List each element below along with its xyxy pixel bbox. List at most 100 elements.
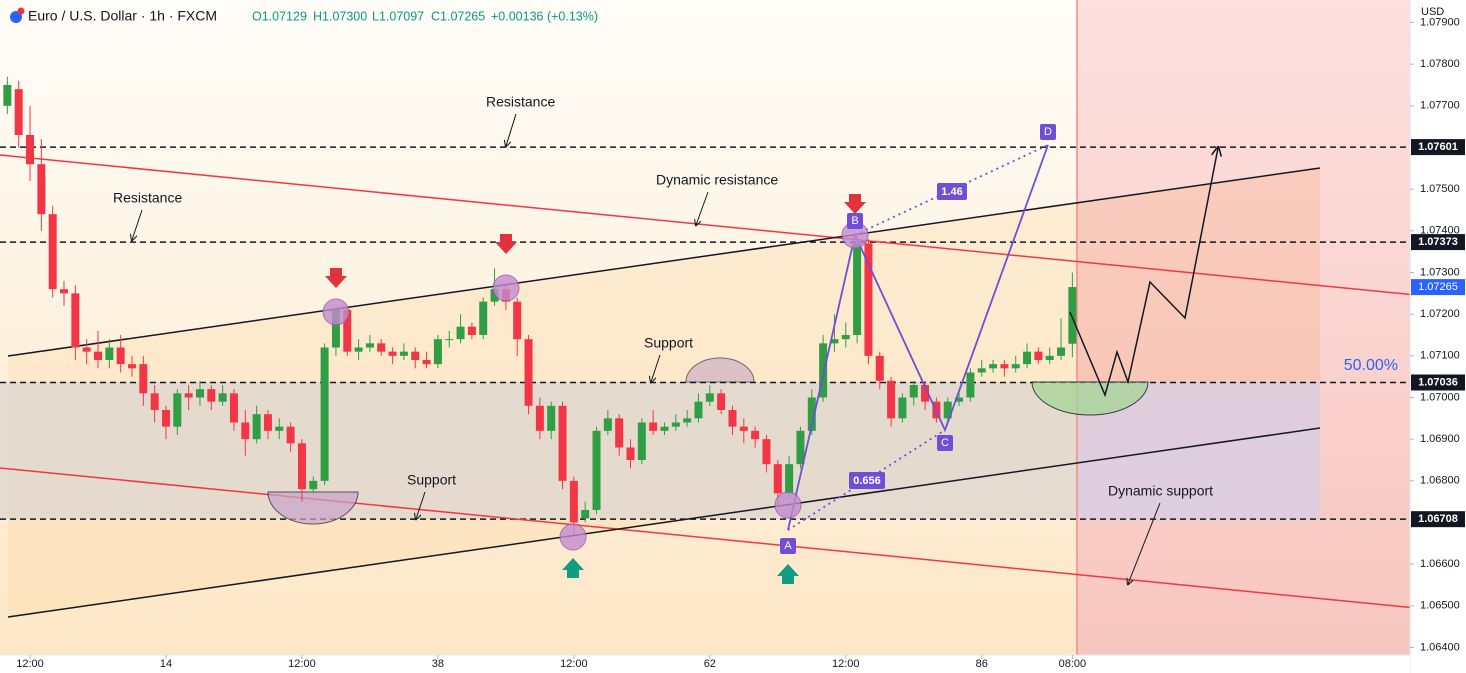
- y-tick-label: 1.07500: [1420, 183, 1460, 195]
- pivot: [322, 298, 350, 326]
- candle-body: [3, 85, 12, 106]
- candle-body: [411, 351, 420, 360]
- ratio-line: [787, 429, 946, 531]
- y-tick-label: 1.07700: [1420, 100, 1460, 112]
- candle-body: [977, 368, 986, 373]
- candle-body: [728, 410, 737, 427]
- candle-body: [139, 364, 148, 394]
- candle-body: [853, 243, 862, 335]
- x-tick-label: 12:00: [560, 658, 588, 670]
- arc: [267, 491, 359, 525]
- candle-body: [1045, 355, 1054, 360]
- candle-body: [127, 364, 136, 369]
- price-axis: [1410, 0, 1466, 673]
- level-tag: [1411, 511, 1465, 528]
- candle-body: [195, 389, 204, 398]
- candle-body: [717, 393, 726, 410]
- arc: [685, 357, 755, 383]
- candle-body: [558, 405, 567, 481]
- ohlc: L1.07097: [372, 9, 424, 23]
- candle-body: [309, 480, 318, 490]
- candle-body: [966, 372, 975, 398]
- candle-body: [524, 339, 533, 406]
- pivot: [559, 523, 587, 551]
- candle-body: [354, 347, 363, 352]
- candle-body: [433, 339, 442, 365]
- y-tick-label: 1.07100: [1420, 350, 1460, 362]
- y-tick-label: 1.06600: [1420, 558, 1460, 570]
- candle-body: [615, 418, 624, 448]
- candle-body: [365, 343, 374, 348]
- candle-body: [26, 135, 35, 165]
- candle-body: [1011, 364, 1020, 369]
- candle-body: [297, 443, 306, 490]
- time-axis: [0, 655, 1410, 673]
- ohlc: H1.07300: [313, 9, 367, 23]
- candle-body: [955, 397, 964, 402]
- candle-body: [739, 426, 748, 431]
- pivot: [492, 274, 520, 302]
- candle-body: [1023, 351, 1032, 365]
- axes: 1.06400 1.06500 1.06600 1.06800 1.06900 1.070…: [16, 16, 1465, 670]
- candle-body: [422, 360, 431, 365]
- label-box: [1040, 124, 1056, 140]
- y-tick-label: 1.07800: [1420, 58, 1460, 70]
- forecast-path: [1069, 148, 1218, 398]
- arrow-down: [844, 194, 866, 214]
- arrow-down: [495, 234, 517, 254]
- fib-label: 50.00%: [1344, 357, 1398, 374]
- candle-body: [513, 301, 522, 340]
- pattern-label: A: [784, 540, 792, 552]
- last-price-tag: [1411, 279, 1465, 296]
- annotation: Support: [407, 472, 456, 488]
- annotation-arrow: [416, 491, 426, 519]
- candle-body: [263, 414, 272, 431]
- ohlc: C1.07265: [431, 9, 485, 23]
- candle-body: [603, 418, 612, 431]
- candle-body: [105, 347, 114, 360]
- xabcd-line: [787, 144, 1049, 531]
- y-tick-label: 1.06900: [1420, 433, 1460, 445]
- candle-body: [218, 393, 227, 402]
- annotation-arrow: [132, 209, 143, 240]
- annotation: Resistance: [113, 190, 182, 206]
- candle-body: [909, 385, 918, 398]
- label-box: [937, 183, 967, 200]
- candle-body: [456, 326, 465, 340]
- candle-body: [1057, 347, 1066, 356]
- trend-line: [0, 467, 1466, 614]
- candle-body: [241, 422, 250, 440]
- last-price-label: 1.07265: [1418, 281, 1458, 293]
- symbol-title: Euro / U.S. Dollar · 1h · FXCM: [28, 8, 217, 24]
- candle-body: [762, 439, 771, 465]
- pivot: [774, 491, 802, 519]
- label-box: [847, 213, 863, 229]
- candle-body: [705, 393, 714, 402]
- trend-line: [0, 154, 1466, 301]
- x-tick-label: 38: [432, 658, 444, 670]
- annotation: Dynamic support: [1108, 483, 1213, 499]
- arrow-up: [777, 564, 799, 584]
- symbol-icon: [10, 11, 22, 23]
- drawings: [0, 154, 1466, 618]
- candle-body: [626, 447, 635, 460]
- x-tick-label: 62: [704, 658, 716, 670]
- x-tick-label: 12:00: [288, 658, 316, 670]
- y-tick-label: 1.06500: [1420, 600, 1460, 612]
- y-tick-label: 1.07200: [1420, 308, 1460, 320]
- annotation-arrow: [1128, 502, 1161, 584]
- pattern-label: D: [1044, 126, 1052, 138]
- arrow-down: [325, 268, 347, 288]
- x-tick-label: 12:00: [832, 658, 860, 670]
- candle-body: [830, 339, 839, 344]
- candle-body: [785, 464, 794, 494]
- candle-body: [150, 393, 159, 410]
- annotation-arrow: [651, 354, 661, 382]
- label-box: [849, 472, 885, 489]
- level-label: 1.07036: [1418, 376, 1458, 388]
- candle-body: [1034, 351, 1043, 360]
- candle-body: [445, 339, 454, 341]
- y-tick-label: 1.07400: [1420, 225, 1460, 237]
- candle-body: [773, 464, 782, 494]
- candle-body: [399, 351, 408, 356]
